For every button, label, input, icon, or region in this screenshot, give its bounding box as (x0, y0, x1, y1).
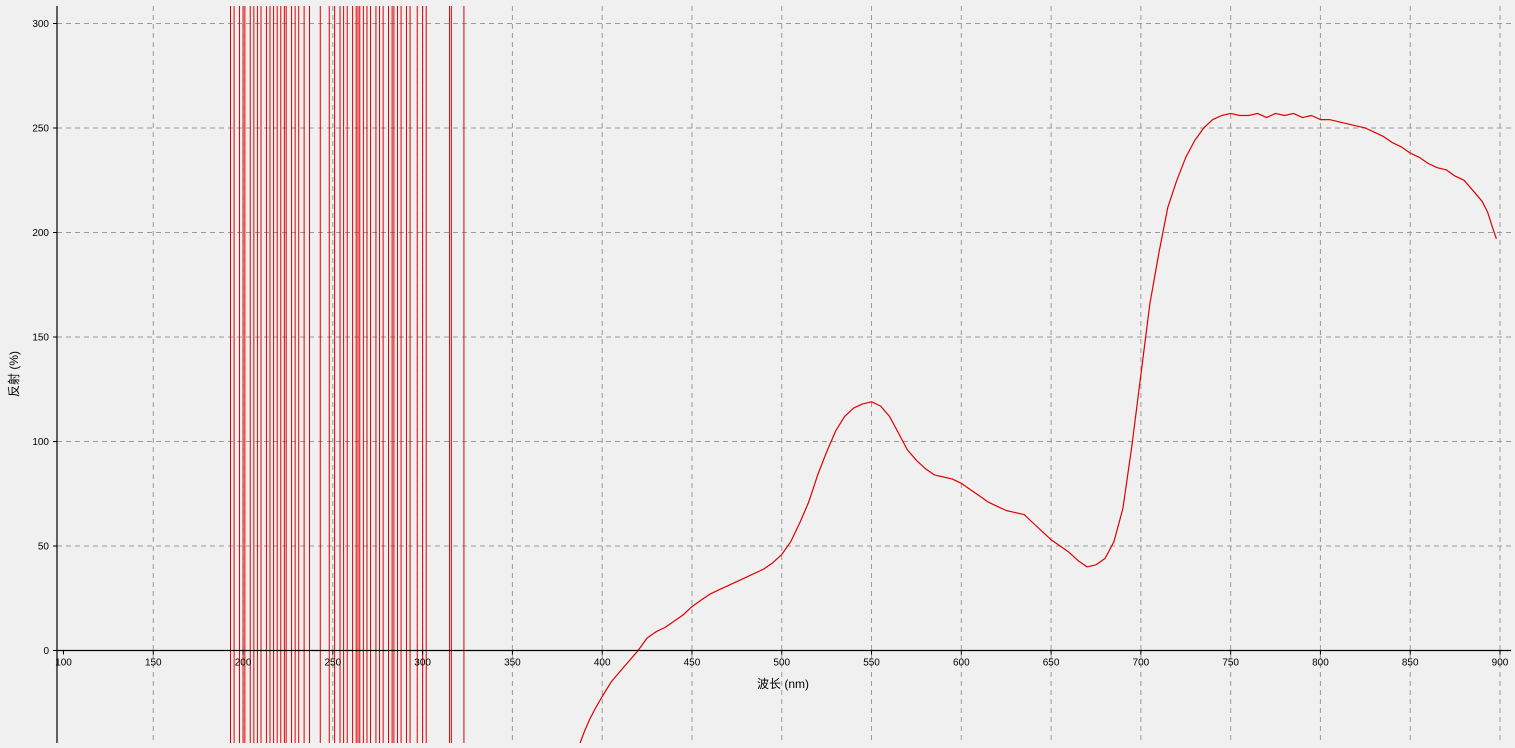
x-tick-label: 250 (325, 658, 342, 669)
y-tick-label: 200 (32, 228, 49, 239)
x-tick-label: 300 (414, 658, 431, 669)
vertical-lines (229, 6, 465, 743)
y-tick-label: 0 (43, 646, 49, 657)
x-axis-label: 波长 (nm) (757, 677, 809, 691)
x-tick-label: 900 (1492, 658, 1509, 669)
x-tick-label: 850 (1402, 658, 1419, 669)
y-tick-label: 50 (38, 542, 50, 553)
x-tick-label: 350 (504, 658, 521, 669)
y-tick-label: 150 (32, 333, 49, 344)
y-tick-label: 300 (32, 19, 49, 30)
x-tick-label: 700 (1133, 658, 1150, 669)
series-layer (578, 112, 1497, 747)
x-tick-label: 800 (1312, 658, 1329, 669)
x-tick-label: 600 (953, 658, 970, 669)
x-tick-label: 750 (1222, 658, 1239, 669)
tick-labels: 100 150 200 250 300 350 400 450 500 550 600 650 700 7… (32, 19, 1508, 669)
series-line (578, 112, 1497, 747)
x-tick-label: 200 (235, 658, 252, 669)
x-tick-label: 100 (55, 658, 72, 669)
x-tick-label: 550 (863, 658, 880, 669)
y-axis-label: 反射 (%) (6, 351, 21, 397)
x-tick-label: 450 (684, 658, 701, 669)
x-tick-label: 650 (1043, 658, 1060, 669)
y-tick-label: 100 (32, 437, 49, 448)
x-tick-label: 500 (773, 658, 790, 669)
y-tick-label: 250 (32, 124, 49, 135)
x-tick-label: 400 (594, 658, 611, 669)
axes (53, 6, 1511, 743)
x-tick-label: 150 (145, 658, 162, 669)
